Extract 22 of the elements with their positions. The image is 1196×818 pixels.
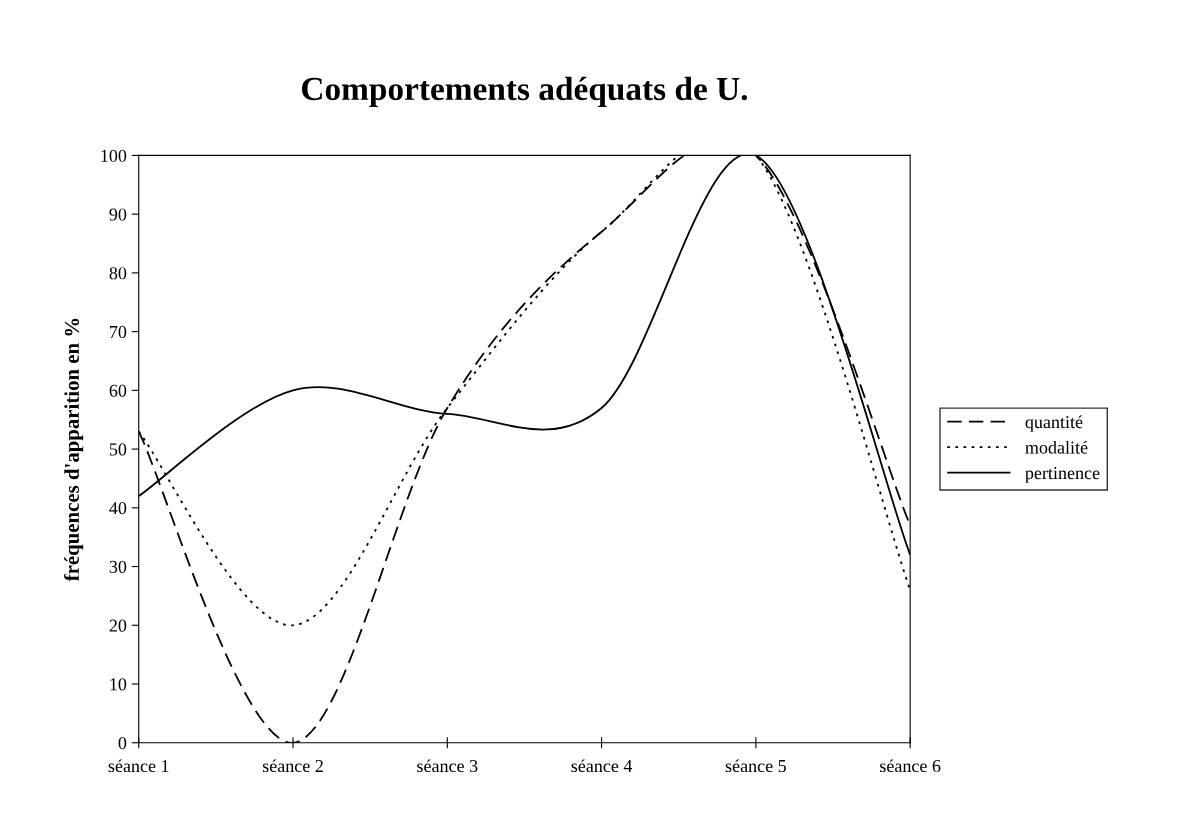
y-axis-title: fréquences d'apparition en % (64, 318, 84, 582)
y-tick-label: 0 (118, 737, 127, 750)
legend-label: modalité (1025, 440, 1088, 454)
y-tick-label: 100 (101, 149, 127, 162)
x-tick-label: séance 6 (880, 759, 941, 773)
chart-title: Comportements adéquats de U. (302, 76, 748, 107)
x-tick-label: séance 1 (108, 759, 169, 773)
legend-label: pertinence (1025, 467, 1100, 483)
x-tick-label: séance 3 (417, 759, 478, 773)
y-tick-label: 10 (110, 678, 127, 691)
x-tick-label: séance 4 (571, 759, 633, 773)
x-tick-label: séance 5 (725, 759, 786, 773)
legend-label: quantité (1025, 415, 1083, 432)
y-tick-label: 80 (109, 267, 127, 280)
y-tick-label: 20 (109, 619, 127, 632)
y-tick-label: 70 (110, 325, 127, 339)
y-tick-label: 60 (109, 384, 127, 397)
y-tick-label: 50 (109, 443, 127, 456)
y-tick-label: 90 (109, 208, 127, 221)
y-tick-label: 40 (109, 502, 127, 515)
y-tick-label: 30 (109, 560, 127, 573)
x-tick-label: séance 2 (262, 759, 323, 773)
